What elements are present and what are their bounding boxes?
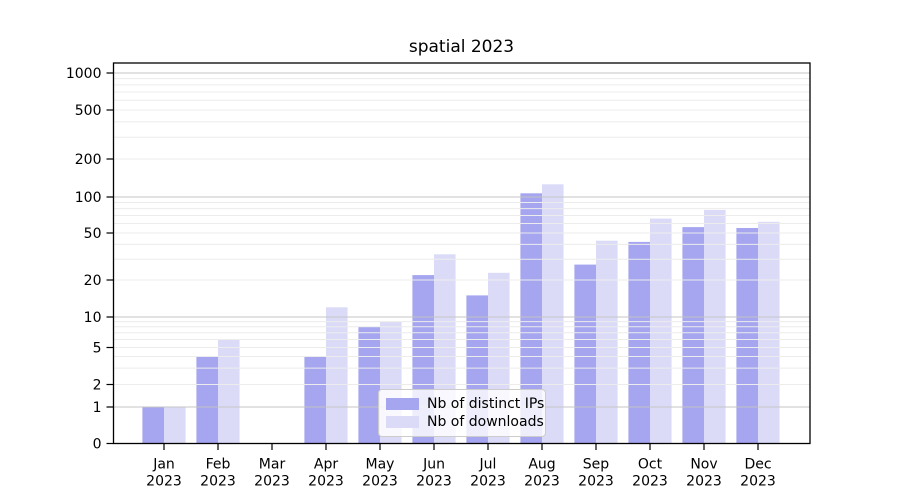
- x-tick-label-month: Jun: [422, 457, 445, 473]
- plot-border: [112, 62, 811, 445]
- legend-swatch-downloads: [386, 416, 419, 428]
- y-tick-label: 1: [93, 400, 102, 416]
- x-tick-label-month: Oct: [638, 457, 663, 473]
- y-tick-label: 5: [93, 341, 102, 357]
- y-tick-label: 50: [84, 226, 102, 242]
- bar-nov-distinct-ips: [682, 227, 704, 444]
- y-tick-label: 10: [84, 310, 102, 326]
- bar-apr-downloads: [326, 307, 348, 444]
- legend-item-distinct-ips: Nb of distinct IPs: [386, 395, 544, 413]
- bar-may-distinct-ips: [358, 326, 380, 444]
- x-tick-label-month: Jan: [152, 457, 175, 473]
- bar-sep-distinct-ips: [574, 264, 596, 444]
- y-tick-label: 500: [75, 103, 102, 119]
- x-tick-label-year: 2023: [686, 474, 722, 490]
- x-tick-label-month: Apr: [314, 457, 338, 473]
- chart-title: spatial 2023: [408, 37, 515, 57]
- bar-jan-downloads: [164, 407, 186, 444]
- legend-label-downloads: Nb of downloads: [427, 414, 544, 430]
- legend-label-distinct-ips: Nb of distinct IPs: [427, 396, 545, 412]
- legend: Nb of distinct IPs Nb of downloads: [378, 389, 546, 437]
- spines: [112, 62, 811, 445]
- x-tick-label-month: Mar: [259, 457, 286, 473]
- bar-feb-downloads: [218, 339, 240, 444]
- y-tick-label: 0: [93, 437, 102, 453]
- x-tick-label-month: Feb: [206, 457, 231, 473]
- bar-oct-distinct-ips: [628, 241, 650, 444]
- gridlines: [113, 72, 810, 408]
- bar-dec-distinct-ips: [736, 228, 758, 444]
- y-tick-label: 100: [75, 190, 102, 206]
- bar-apr-distinct-ips: [304, 356, 326, 444]
- x-tick-label-year: 2023: [578, 474, 614, 490]
- x-tick-label-year: 2023: [524, 474, 560, 490]
- x-tick-label-month: Sep: [583, 457, 610, 473]
- x-tick-label-month: Nov: [690, 457, 717, 473]
- bar-jan-distinct-ips: [142, 407, 164, 444]
- bar-aug-downloads: [542, 184, 564, 444]
- x-tick-label-year: 2023: [308, 474, 344, 490]
- y-tick-label: 200: [75, 152, 102, 168]
- x-tick-label-month: May: [366, 457, 395, 473]
- bar-feb-distinct-ips: [196, 356, 218, 444]
- x-tick-label-month: Dec: [744, 457, 771, 473]
- tick-marks: [106, 72, 759, 450]
- x-tick-label-year: 2023: [254, 474, 290, 490]
- y-tick-label: 2: [93, 378, 102, 394]
- legend-swatch-distinct-ips: [386, 398, 419, 410]
- bar-sep-downloads: [596, 240, 618, 444]
- x-tick-label-year: 2023: [362, 474, 398, 490]
- x-tick-label-year: 2023: [416, 474, 452, 490]
- x-tick-label-month: Aug: [528, 457, 555, 473]
- x-tick-label-year: 2023: [146, 474, 182, 490]
- x-tick-label-month: Jul: [479, 457, 497, 473]
- y-tick-label: 20: [84, 273, 102, 289]
- x-tick-label-year: 2023: [632, 474, 668, 490]
- legend-item-downloads: Nb of downloads: [386, 413, 544, 431]
- x-tick-label-year: 2023: [740, 474, 776, 490]
- y-tick-label: 1000: [66, 66, 102, 82]
- bar-aug-distinct-ips: [520, 193, 542, 444]
- x-tick-label-year: 2023: [200, 474, 236, 490]
- tick-labels: 01251020501002005001000Jan2023Feb2023Mar…: [66, 66, 776, 490]
- x-tick-label-year: 2023: [470, 474, 506, 490]
- bar-oct-downloads: [650, 218, 672, 444]
